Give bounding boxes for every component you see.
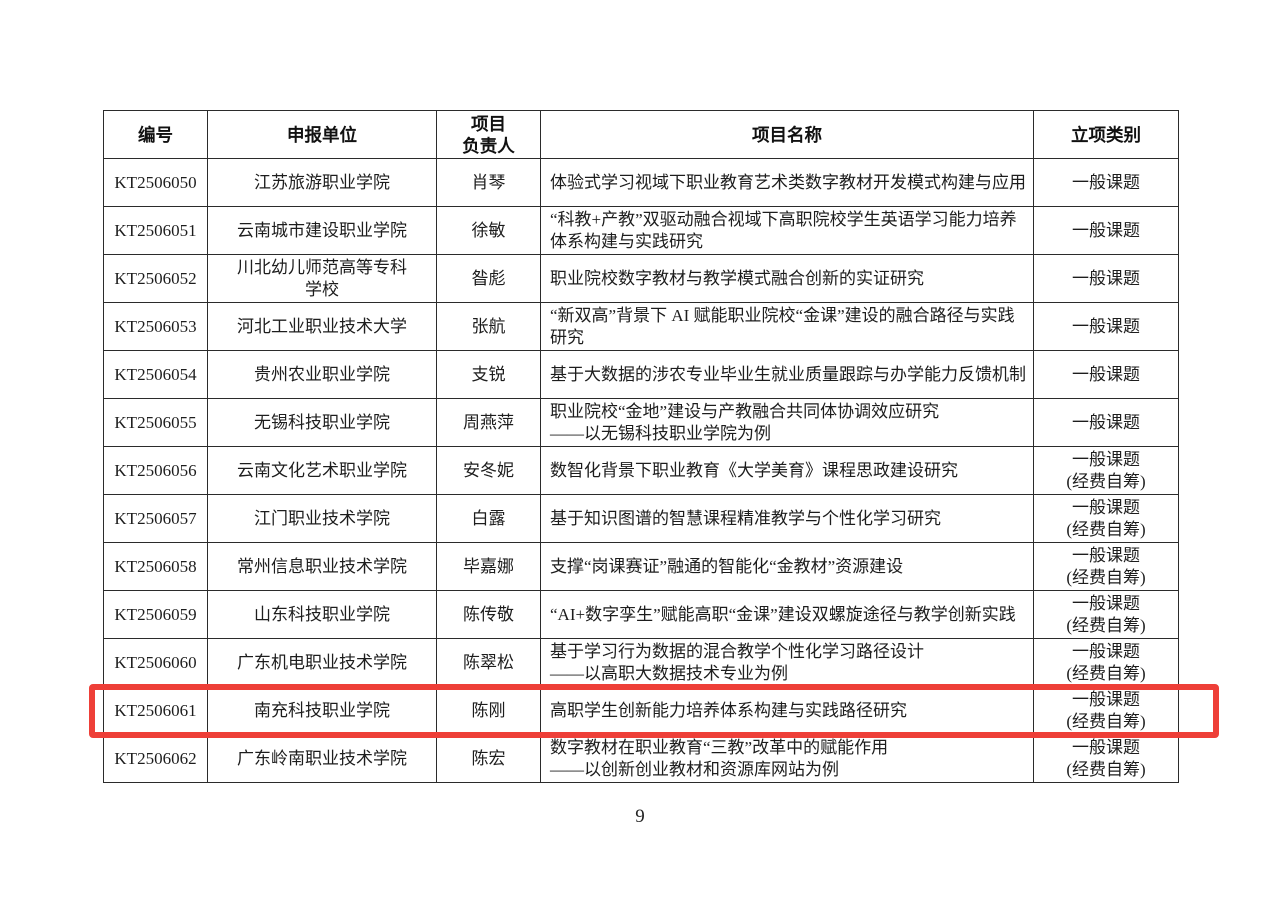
cell-unit: 山东科技职业学院 <box>207 590 437 639</box>
table-row: KT2506055 无锡科技职业学院 周燕萍 职业院校“金地”建设与产教融合共同体协调… <box>103 398 1179 447</box>
cell-unit: 无锡科技职业学院 <box>207 398 437 447</box>
cell-id: KT2506061 <box>103 686 208 735</box>
cell-id: KT2506058 <box>103 542 208 591</box>
cell-category: 一般课题 (经费自筹) <box>1033 542 1179 591</box>
cell-id: KT2506054 <box>103 350 208 399</box>
cell-title: 基于学习行为数据的混合教学个性化学习路径设计 ——以高职大数据技术专业为例 <box>540 638 1034 687</box>
cell-leader: 安冬妮 <box>436 446 541 495</box>
cell-category: 一般课题 (经费自筹) <box>1033 686 1179 735</box>
table-row: KT2506060 广东机电职业技术学院 陈翠松 基于学习行为数据的混合教学个性化学习… <box>103 638 1179 687</box>
cell-title: “新双高”背景下 AI 赋能职业院校“金课”建设的融合路径与实践研究 <box>540 302 1034 351</box>
cell-category: 一般课题 <box>1033 350 1179 399</box>
cell-title: 数字教材在职业教育“三教”改革中的赋能作用 ——以创新创业教材和资源库网站为例 <box>540 734 1034 783</box>
cell-title: 基于知识图谱的智慧课程精准教学与个性化学习研究 <box>540 494 1034 543</box>
cell-id: KT2506056 <box>103 446 208 495</box>
table-row: KT2506056 云南文化艺术职业学院 安冬妮 数智化背景下职业教育《大学美育》课程… <box>103 446 1179 495</box>
column-header-id: 编号 <box>103 110 208 159</box>
cell-unit: 常州信息职业技术学院 <box>207 542 437 591</box>
cell-id: KT2506057 <box>103 494 208 543</box>
column-header-title: 项目名称 <box>540 110 1034 159</box>
cell-id: KT2506060 <box>103 638 208 687</box>
cell-unit: 贵州农业职业学院 <box>207 350 437 399</box>
cell-leader: 陈传敬 <box>436 590 541 639</box>
cell-unit: 云南城市建设职业学院 <box>207 206 437 255</box>
cell-id: KT2506050 <box>103 158 208 207</box>
cell-leader: 毕嘉娜 <box>436 542 541 591</box>
cell-unit: 江苏旅游职业学院 <box>207 158 437 207</box>
cell-unit: 云南文化艺术职业学院 <box>207 446 437 495</box>
cell-unit: 江门职业技术学院 <box>207 494 437 543</box>
column-header-unit: 申报单位 <box>207 110 437 159</box>
cell-leader: 支锐 <box>436 350 541 399</box>
cell-unit: 广东岭南职业技术学院 <box>207 734 437 783</box>
column-header-category: 立项类别 <box>1033 110 1179 159</box>
cell-leader: 张航 <box>436 302 541 351</box>
cell-category: 一般课题 (经费自筹) <box>1033 446 1179 495</box>
cell-category: 一般课题 <box>1033 302 1179 351</box>
table-row: KT2506054 贵州农业职业学院 支锐 基于大数据的涉农专业毕业生就业质量跟踪与办… <box>103 350 1179 399</box>
table-row: KT2506050 江苏旅游职业学院 肖琴 体验式学习视域下职业教育艺术类数字教材开发… <box>103 158 1179 207</box>
cell-title: “科教+产教”双驱动融合视域下高职院校学生英语学习能力培养体系构建与实践研究 <box>540 206 1034 255</box>
table-header-row: 编号 申报单位 项目 负责人 项目名称 立项类别 <box>103 110 1179 159</box>
cell-category: 一般课题 <box>1033 254 1179 303</box>
cell-id: KT2506059 <box>103 590 208 639</box>
cell-category: 一般课题 <box>1033 206 1179 255</box>
cell-leader: 陈宏 <box>436 734 541 783</box>
cell-leader: 肖琴 <box>436 158 541 207</box>
table-row: KT2506061 南充科技职业学院 陈刚 高职学生创新能力培养体系构建与实践路径研究… <box>103 686 1179 735</box>
cell-leader: 陈翠松 <box>436 638 541 687</box>
table-row: KT2506051 云南城市建设职业学院 徐敏 “科教+产教”双驱动融合视域下高职院校… <box>103 206 1179 255</box>
cell-title: 基于大数据的涉农专业毕业生就业质量跟踪与办学能力反馈机制 <box>540 350 1034 399</box>
table-row: KT2506058 常州信息职业技术学院 毕嘉娜 支撑“岗课赛证”融通的智能化“金教材… <box>103 542 1179 591</box>
table-row: KT2506057 江门职业技术学院 白露 基于知识图谱的智慧课程精准教学与个性化学习… <box>103 494 1179 543</box>
column-header-leader: 项目 负责人 <box>436 110 541 159</box>
cell-title: 职业院校“金地”建设与产教融合共同体协调效应研究 ——以无锡科技职业学院为例 <box>540 398 1034 447</box>
project-approval-table: 编号 申报单位 项目 负责人 项目名称 立项类别 KT2506050 江苏旅游职业… <box>103 110 1179 783</box>
cell-unit: 河北工业职业技术大学 <box>207 302 437 351</box>
cell-title: 支撑“岗课赛证”融通的智能化“金教材”资源建设 <box>540 542 1034 591</box>
cell-title: 高职学生创新能力培养体系构建与实践路径研究 <box>540 686 1034 735</box>
cell-id: KT2506052 <box>103 254 208 303</box>
cell-category: 一般课题 (经费自筹) <box>1033 494 1179 543</box>
cell-title: 职业院校数字教材与教学模式融合创新的实证研究 <box>540 254 1034 303</box>
cell-unit: 广东机电职业技术学院 <box>207 638 437 687</box>
table-row: KT2506052 川北幼儿师范高等专科学校 昝彪 职业院校数字教材与教学模式融合创新… <box>103 254 1179 303</box>
cell-leader: 徐敏 <box>436 206 541 255</box>
table-row: KT2506053 河北工业职业技术大学 张航 “新双高”背景下 AI 赋能职业院校“… <box>103 302 1179 351</box>
cell-unit: 川北幼儿师范高等专科学校 <box>207 254 437 303</box>
cell-leader: 白露 <box>436 494 541 543</box>
page-number: 9 <box>635 806 645 827</box>
cell-leader: 昝彪 <box>436 254 541 303</box>
cell-id: KT2506062 <box>103 734 208 783</box>
cell-id: KT2506053 <box>103 302 208 351</box>
cell-category: 一般课题 <box>1033 398 1179 447</box>
cell-unit: 南充科技职业学院 <box>207 686 437 735</box>
cell-leader: 陈刚 <box>436 686 541 735</box>
cell-leader: 周燕萍 <box>436 398 541 447</box>
cell-title: 数智化背景下职业教育《大学美育》课程思政建设研究 <box>540 446 1034 495</box>
cell-title: 体验式学习视域下职业教育艺术类数字教材开发模式构建与应用 <box>540 158 1034 207</box>
cell-id: KT2506051 <box>103 206 208 255</box>
cell-category: 一般课题 <box>1033 158 1179 207</box>
cell-title: “AI+数字孪生”赋能高职“金课”建设双螺旋途径与教学创新实践 <box>540 590 1034 639</box>
cell-id: KT2506055 <box>103 398 208 447</box>
table-row: KT2506059 山东科技职业学院 陈传敬 “AI+数字孪生”赋能高职“金课”建设双… <box>103 590 1179 639</box>
cell-category: 一般课题 (经费自筹) <box>1033 734 1179 783</box>
cell-category: 一般课题 (经费自筹) <box>1033 590 1179 639</box>
table-row: KT2506062 广东岭南职业技术学院 陈宏 数字教材在职业教育“三教”改革中的赋能… <box>103 734 1179 783</box>
cell-category: 一般课题 (经费自筹) <box>1033 638 1179 687</box>
